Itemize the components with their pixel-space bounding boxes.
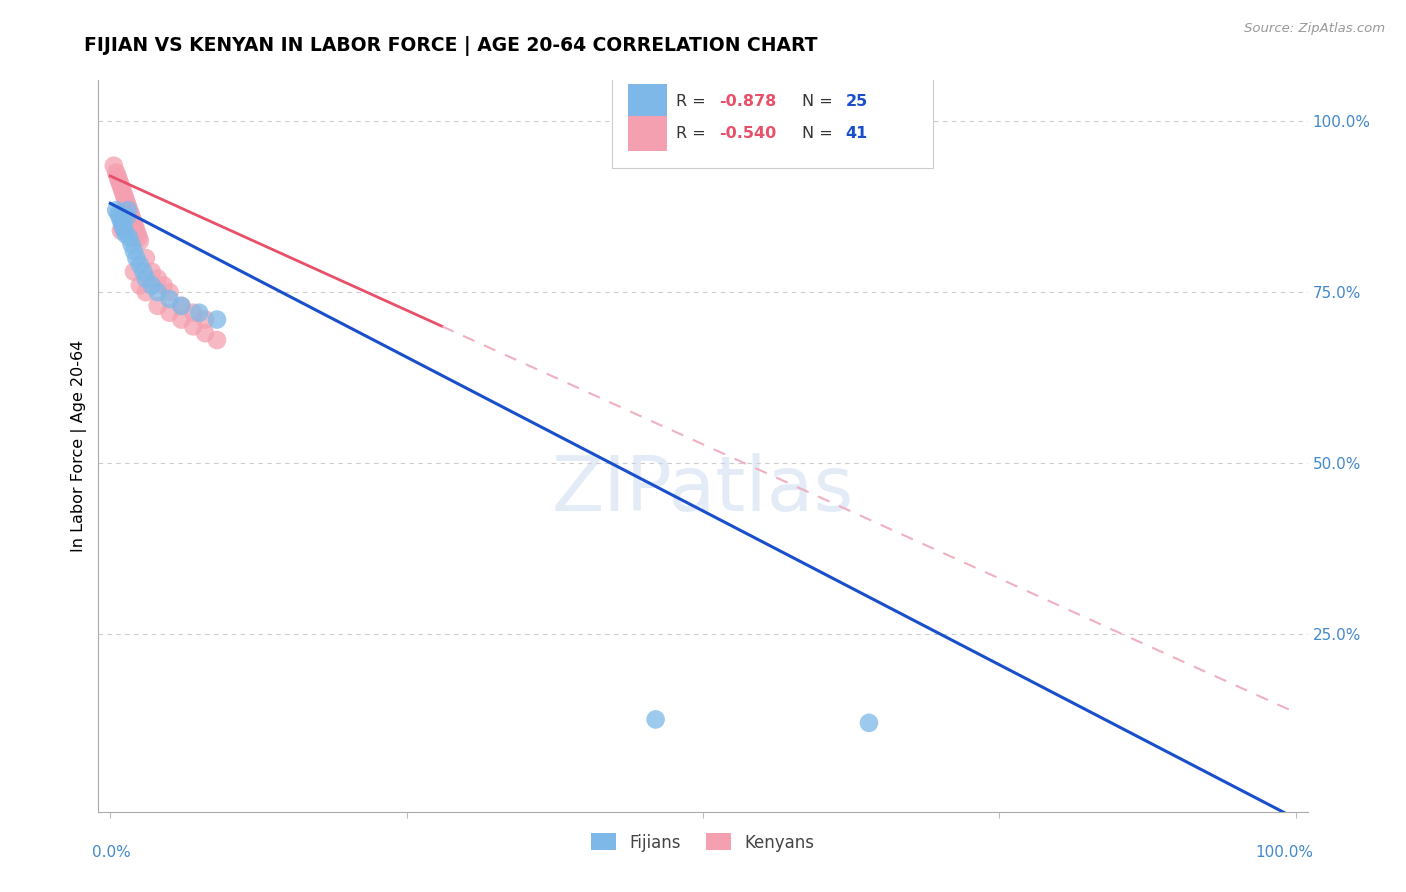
Point [188,306,211,320]
Point [135,285,157,300]
Point [146,285,169,300]
Point [121,213,143,227]
Point [112,186,135,200]
Text: N =: N = [803,126,838,141]
Point [103,159,125,173]
Point [115,210,138,224]
Point [114,189,136,203]
Point [194,312,217,326]
Point [124,220,146,235]
FancyBboxPatch shape [613,77,932,168]
Point [170,312,193,326]
Point [205,312,228,326]
Point [107,172,129,186]
Point [125,224,148,238]
Point [127,227,149,241]
Point [205,333,228,347]
Point [128,230,150,244]
Point [858,715,880,730]
Point [118,230,141,244]
Text: Source: ZipAtlas.com: Source: ZipAtlas.com [1244,22,1385,36]
Text: 41: 41 [845,126,868,141]
Bar [628,84,666,119]
Point [122,265,145,279]
Point [135,251,157,265]
Point [111,217,134,231]
Point [194,326,217,341]
Point [170,299,193,313]
Point [111,183,134,197]
Point [110,224,132,238]
Point [112,220,135,235]
Point [141,265,163,279]
Point [121,237,143,252]
Point [117,203,139,218]
Point [118,203,141,218]
Point [105,203,128,218]
Point [146,271,169,285]
Text: -0.540: -0.540 [718,126,776,141]
Point [122,217,145,231]
Point [105,165,128,179]
Point [110,213,132,227]
Text: 25: 25 [845,94,868,109]
Y-axis label: In Labor Force | Age 20-64: In Labor Force | Age 20-64 [72,340,87,552]
Point [121,210,143,224]
Point [108,176,131,190]
Point [129,258,152,272]
Point [132,265,155,279]
Point [159,306,181,320]
Point [129,234,152,248]
Point [644,713,666,727]
Point [105,169,128,183]
Point [159,285,181,300]
Legend: Fijians, Kenyans: Fijians, Kenyans [585,827,821,858]
Point [117,200,139,214]
Point [125,251,148,265]
Text: FIJIAN VS KENYAN IN LABOR FORCE | AGE 20-64 CORRELATION CHART: FIJIAN VS KENYAN IN LABOR FORCE | AGE 20… [84,36,818,55]
Text: N =: N = [803,94,838,109]
Point [114,227,136,241]
Point [114,193,136,207]
Bar [628,116,666,152]
Text: R =: R = [676,126,711,141]
Point [107,206,129,220]
Point [146,299,169,313]
Point [108,210,131,224]
Point [181,306,204,320]
Point [120,206,142,220]
Point [152,278,174,293]
Point [141,278,163,293]
Point [122,244,145,259]
Text: ZIPatlas: ZIPatlas [551,453,855,527]
Point [135,271,157,285]
Text: 0.0%: 0.0% [93,845,131,860]
Point [170,299,193,313]
Point [129,278,152,293]
Point [159,292,181,306]
Text: R =: R = [676,94,711,109]
Point [181,319,204,334]
Point [111,220,134,235]
Point [115,196,138,211]
Text: 100.0%: 100.0% [1256,845,1313,860]
Text: -0.878: -0.878 [718,94,776,109]
Point [114,224,136,238]
Point [110,179,132,194]
